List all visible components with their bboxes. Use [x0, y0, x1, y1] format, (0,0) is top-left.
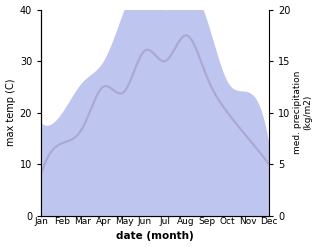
- Y-axis label: max temp (C): max temp (C): [5, 79, 16, 146]
- X-axis label: date (month): date (month): [116, 231, 194, 242]
- Y-axis label: med. precipitation
(kg/m2): med. precipitation (kg/m2): [293, 71, 313, 154]
